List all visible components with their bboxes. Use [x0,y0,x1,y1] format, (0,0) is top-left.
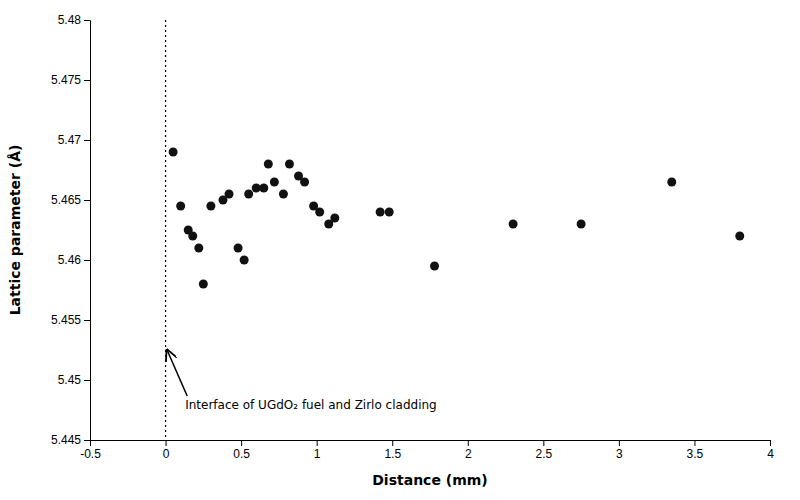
x-tick-label: 1 [314,447,321,461]
point [169,148,178,157]
point [240,256,249,265]
annotation: Interface of UGdO₂ fuel and Zirlo claddi… [185,398,437,412]
point [234,244,243,253]
x-tick-mark [468,440,469,446]
x-tick: 2.5 [535,440,552,461]
point [300,178,309,187]
point [206,202,215,211]
point [330,214,339,223]
annotation-arrow [167,350,187,396]
y-tick: 5.475 [51,73,90,87]
y-tick-label: 5.455 [51,313,81,327]
y-tick: 5.45 [58,373,90,387]
x-tick-mark [392,440,393,446]
point [176,202,185,211]
y-tick-mark [84,380,90,381]
x-tick-mark [619,440,620,446]
x-tick-label: 2.5 [535,447,552,461]
x-tick-mark [166,440,167,446]
y-tick-label: 5.475 [51,73,81,87]
point [430,262,439,271]
y-tick-label: 5.47 [58,133,82,147]
x-tick: 1 [314,440,321,461]
point [244,190,253,199]
x-tick-label: 0.5 [233,447,250,461]
point [376,208,385,217]
x-tick: 0.5 [233,440,250,461]
x-tick-mark [770,440,771,446]
y-tick-mark [84,20,90,21]
y-tick-label: 5.46 [58,253,82,267]
point [509,220,518,229]
point [259,184,268,193]
x-tick-label: 1.5 [384,447,401,461]
y-tick-label: 5.48 [58,13,82,27]
chart: -0.500.511.522.533.545.4455.455.4555.465… [0,0,800,500]
y-tick: 5.48 [58,13,90,27]
x-tick-label: 2 [465,447,472,461]
x-tick-mark [543,440,544,446]
vertical-line [165,20,166,440]
y-tick-label: 5.45 [58,373,82,387]
y-tick-mark [84,200,90,201]
y-axis-line [84,21,91,441]
point [285,160,294,169]
y-tick-mark [84,440,90,441]
y-tick-mark [84,260,90,261]
point [194,244,203,253]
plot-area: -0.500.511.522.533.545.4455.455.4555.465… [51,13,774,460]
x-tick: 3.5 [687,440,704,461]
point [199,280,208,289]
x-tick-mark [317,440,318,446]
x-tick-label: 0 [163,447,170,461]
point [385,208,394,217]
point [188,232,197,241]
y-tick: 5.47 [58,133,90,147]
point [667,178,676,187]
x-tick: 4 [767,440,774,461]
y-tick-label: 5.465 [51,193,81,207]
point [270,178,279,187]
y-tick-mark [84,320,90,321]
point [225,190,234,199]
x-axis-line [91,441,771,447]
y-axis-title: Lattice parameter (Å) [7,145,23,316]
x-tick: 3 [616,440,623,461]
y-tick: 5.46 [58,253,90,267]
x-tick: 2 [465,440,472,461]
y-tick-label: 5.445 [51,433,81,447]
x-tick: 1.5 [384,440,401,461]
x-axis-title: Distance (mm) [372,472,488,488]
y-axis: 5.445 5.45 5.455 5.46 5.465 5.47 5.475 5.48 [51,13,91,447]
marks [166,20,745,440]
point [735,232,744,241]
point [279,190,288,199]
y-tick: 5.455 [51,313,90,327]
point [577,220,586,229]
x-tick-label: 4 [767,447,774,461]
x-tick-mark [241,440,242,446]
x-tick: 0 [163,440,170,461]
y-tick-mark [84,80,90,81]
point [315,208,324,217]
x-tick-label: 3 [616,447,623,461]
x-tick-label: -0.5 [80,447,101,461]
y-tick: 5.465 [51,193,90,207]
y-tick: 5.445 [51,433,90,447]
x-tick-label: 3.5 [687,447,704,461]
x-tick: -0.5 [80,440,101,461]
x-tick-mark [694,440,695,446]
x-axis: -0.5 0 0.5 1 1.5 2 2.5 3 3.5 4 [80,440,774,461]
point [264,160,273,169]
y-tick-mark [84,140,90,141]
